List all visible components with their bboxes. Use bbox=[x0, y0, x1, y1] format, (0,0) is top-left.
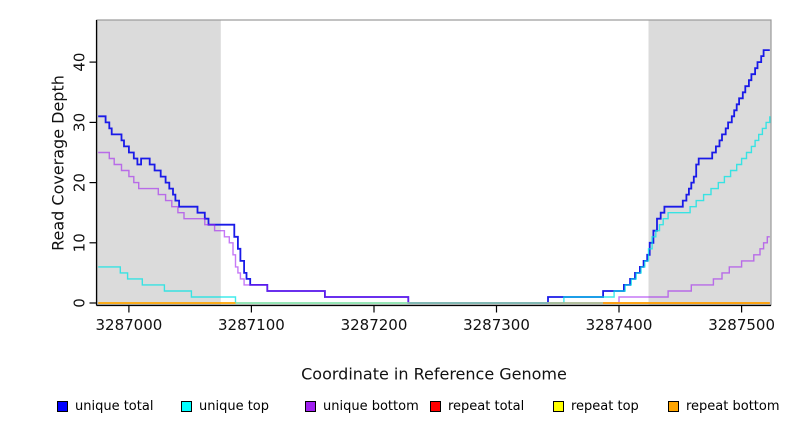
x-tick-label: 3287300 bbox=[463, 316, 530, 334]
series-line-unique-bottom bbox=[98, 151, 770, 304]
legend-label-repeat-total: repeat total bbox=[448, 398, 525, 414]
legend-swatch-unique-total-icon bbox=[57, 400, 68, 412]
legend-label-unique-bottom: unique bottom bbox=[323, 398, 419, 414]
legend-label-unique-total: unique total bbox=[75, 398, 154, 414]
legend-swatch-unique-top-icon bbox=[181, 400, 192, 412]
legend-item-repeat-total: repeat total bbox=[430, 398, 524, 414]
x-axis-title: Coordinate in Reference Genome bbox=[301, 364, 567, 384]
y-tick-label: 40 bbox=[71, 53, 89, 72]
legend-swatch-repeat-bottom-icon bbox=[668, 400, 679, 412]
series-line-unique-top bbox=[98, 116, 771, 304]
x-tick-label: 3287000 bbox=[95, 316, 162, 334]
y-tick-label: 0 bbox=[71, 298, 89, 308]
legend-item-repeat-bottom: repeat bottom bbox=[668, 398, 780, 414]
x-tick-label: 3287500 bbox=[708, 316, 775, 334]
shaded-region-left bbox=[97, 20, 221, 305]
legend: unique total unique top unique bottom repea… bbox=[0, 398, 792, 418]
y-tick-label: 20 bbox=[71, 173, 89, 192]
shaded-region-right bbox=[648, 20, 771, 305]
x-tick-label: 3287100 bbox=[218, 316, 285, 334]
legend-swatch-repeat-top-icon bbox=[553, 400, 564, 412]
y-tick-label: 10 bbox=[71, 233, 89, 252]
legend-item-unique-total: unique total bbox=[57, 398, 153, 414]
legend-item-repeat-top: repeat top bbox=[553, 398, 639, 414]
legend-swatch-unique-bottom-icon bbox=[305, 400, 316, 412]
legend-swatch-repeat-total-icon bbox=[430, 400, 441, 412]
x-tick-label: 3287400 bbox=[586, 316, 653, 334]
y-tick-label: 30 bbox=[71, 113, 89, 132]
legend-label-unique-top: unique top bbox=[199, 398, 270, 414]
legend-item-unique-top: unique top bbox=[181, 398, 269, 414]
legend-label-repeat-top: repeat top bbox=[571, 398, 639, 414]
series-line-unique-total bbox=[98, 49, 770, 304]
x-tick-label: 3287200 bbox=[341, 316, 408, 334]
legend-label-repeat-bottom: repeat bottom bbox=[686, 398, 780, 414]
y-axis-title: Read Coverage Depth bbox=[48, 75, 68, 251]
legend-item-unique-bottom: unique bottom bbox=[305, 398, 419, 414]
